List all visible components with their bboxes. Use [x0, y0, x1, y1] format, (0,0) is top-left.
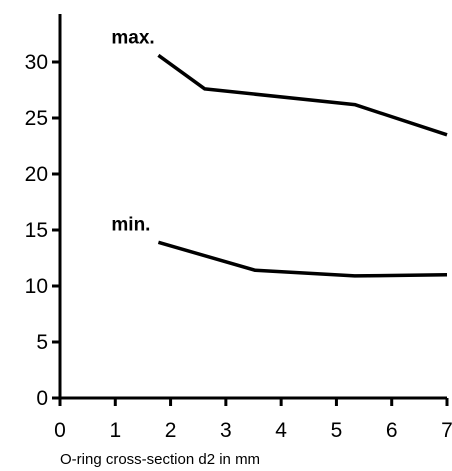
series-line-0 — [157, 53, 448, 137]
x-tick-label: 0 — [54, 419, 66, 442]
series-line-1 — [157, 240, 448, 278]
x-tick-label: 3 — [220, 419, 232, 442]
y-tick-label: 20 — [25, 163, 48, 186]
series-label-0: max. — [111, 27, 154, 48]
y-tick-label: 15 — [25, 219, 48, 242]
x-axis-title: O-ring cross-section d2 in mm — [60, 451, 260, 468]
x-tick-label: 2 — [165, 419, 177, 442]
y-tick-label: 0 — [36, 387, 48, 410]
x-tick-label: 1 — [109, 419, 121, 442]
y-tick-label: 30 — [25, 51, 48, 74]
y-tick-label: 5 — [36, 331, 48, 354]
x-tick-label: 4 — [275, 419, 287, 442]
y-tick-label: 25 — [25, 107, 48, 130]
x-tick-label: 6 — [386, 419, 398, 442]
y-tick-label: 10 — [25, 275, 48, 298]
x-tick-label: 7 — [441, 419, 452, 442]
x-tick-label: 5 — [331, 419, 343, 442]
series-label-1: min. — [111, 214, 150, 235]
